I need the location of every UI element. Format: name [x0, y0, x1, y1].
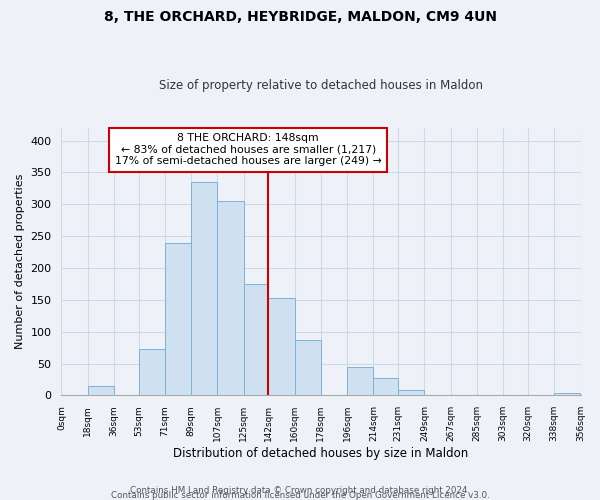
- Bar: [217, 201, 244, 396]
- Bar: [347, 366, 373, 396]
- Bar: [398, 390, 424, 396]
- Title: Size of property relative to detached houses in Maldon: Size of property relative to detached ho…: [159, 79, 483, 92]
- Bar: [88, 386, 114, 396]
- Bar: [268, 298, 295, 396]
- Text: 8 THE ORCHARD: 148sqm
← 83% of detached houses are smaller (1,217)
17% of semi-d: 8 THE ORCHARD: 148sqm ← 83% of detached …: [115, 133, 382, 166]
- Text: 8, THE ORCHARD, HEYBRIDGE, MALDON, CM9 4UN: 8, THE ORCHARD, HEYBRIDGE, MALDON, CM9 4…: [104, 10, 497, 24]
- Bar: [165, 242, 191, 396]
- Y-axis label: Number of detached properties: Number of detached properties: [15, 174, 25, 350]
- Text: Contains HM Land Registry data © Crown copyright and database right 2024.: Contains HM Land Registry data © Crown c…: [130, 486, 470, 495]
- Bar: [554, 394, 580, 396]
- X-axis label: Distribution of detached houses by size in Maldon: Distribution of detached houses by size …: [173, 447, 469, 460]
- Bar: [139, 350, 165, 396]
- Bar: [244, 284, 268, 396]
- Bar: [295, 340, 321, 396]
- Text: Contains public sector information licensed under the Open Government Licence v3: Contains public sector information licen…: [110, 491, 490, 500]
- Bar: [373, 378, 398, 396]
- Bar: [191, 182, 217, 396]
